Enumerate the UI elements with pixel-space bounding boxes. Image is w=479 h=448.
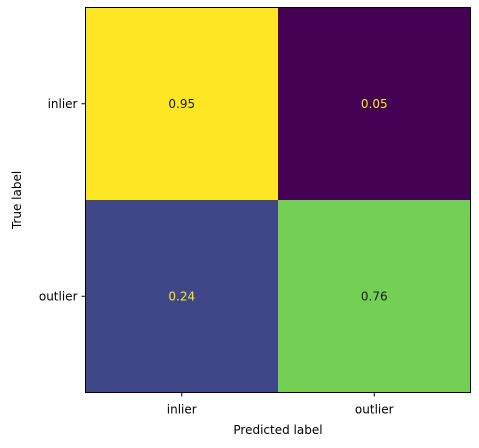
heatmap-cell-outlier-outlier xyxy=(278,200,471,393)
heatmap-cell-inlier-outlier xyxy=(278,7,471,200)
heatmap-cells: 0.95 0.05 0.24 0.76 xyxy=(85,7,471,393)
heatmap-cell-outlier-inlier xyxy=(85,200,278,393)
x-axis-ticks: inlier outlier xyxy=(167,392,394,417)
x-tick-label: outlier xyxy=(355,403,394,417)
x-axis-label: Predicted label xyxy=(233,423,322,437)
plot-frame xyxy=(85,7,471,393)
cell-value-label: 0.24 xyxy=(168,289,195,303)
y-axis-ticks: inlier outlier xyxy=(39,97,86,303)
y-tick-label: inlier xyxy=(48,97,78,111)
cell-value-label: 0.05 xyxy=(361,97,388,111)
heatmap-cell-inlier-inlier xyxy=(85,7,278,200)
cell-value-label: 0.76 xyxy=(361,289,388,303)
y-axis-label: True label xyxy=(10,171,24,230)
x-tick-label: inlier xyxy=(167,403,197,417)
y-tick-label: outlier xyxy=(39,289,78,303)
cell-value-label: 0.95 xyxy=(168,97,195,111)
